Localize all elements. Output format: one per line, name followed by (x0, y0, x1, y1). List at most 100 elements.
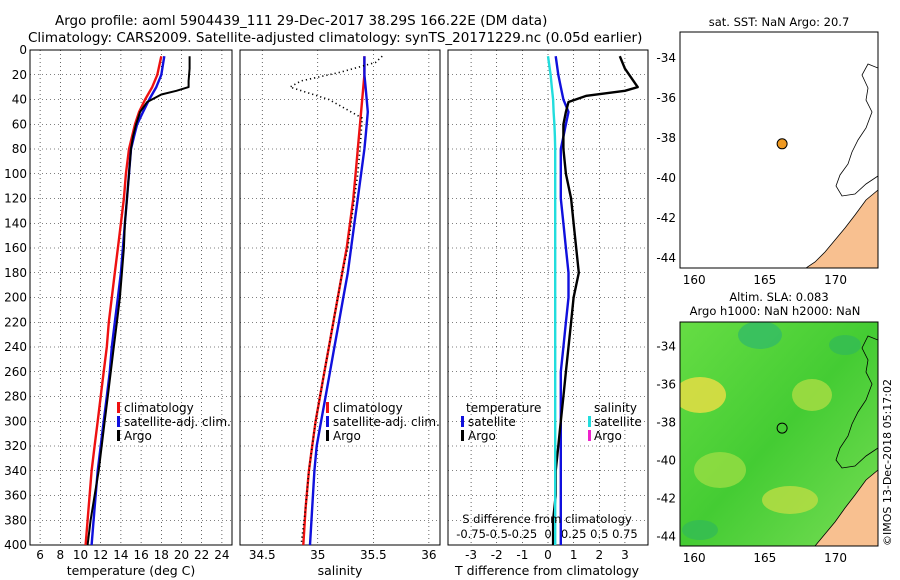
depth-tick-60: 60 (12, 117, 27, 131)
legend-swatch-temp-argo (461, 430, 464, 441)
title-line-2: Climatology: CARS2009. Satellite-adjuste… (28, 30, 642, 46)
sla-map-subtitle: Argo h1000: NaN h2000: NaN (690, 304, 861, 318)
s-diff-tick--0.5: -0.5 (485, 527, 507, 541)
s-diff-tick-0: 0 (544, 527, 551, 541)
sst-map-land (805, 63, 878, 268)
map-lat-tick--44: -44 (656, 530, 676, 544)
legend-swatch-satellite (117, 416, 120, 427)
salinity-legend: climatology satellite-adj. clim. Argo (326, 401, 440, 443)
x-tick--1: -1 (516, 548, 528, 562)
x-tick-36: 36 (421, 548, 436, 562)
sla-map-tick-labels: 160 165 170 -34 -36 -38 -40 -42 -44 (656, 340, 847, 565)
legend-climatology: climatology (333, 401, 403, 415)
difference-tick-labels: -3 -2 -1 0 1 2 3 (465, 548, 629, 562)
map-lon-tick-160: 160 (683, 273, 706, 287)
temperature-legend: climatology satellite-adj. clim. Argo (117, 401, 231, 443)
depth-tick-280: 280 (4, 390, 27, 404)
sla-mid-patch-3 (762, 486, 818, 514)
series-climatology (302, 56, 366, 546)
s-difference-label: S difference from climatology (462, 512, 632, 526)
x-tick-1: 1 (570, 548, 578, 562)
legend-climatology: climatology (124, 401, 194, 415)
map-lon-tick-170: 170 (824, 273, 847, 287)
salinity-tick-labels: 34.5 35 35.5 36 (249, 548, 437, 562)
x-tick-3: 3 (621, 548, 629, 562)
map-lat-tick--38: -38 (656, 131, 676, 145)
temperature-grid (30, 49, 232, 546)
depth-tick-200: 200 (4, 291, 27, 305)
map-lat-tick--38: -38 (656, 416, 676, 430)
x-tick--3: -3 (465, 548, 477, 562)
salinity-series (289, 55, 383, 546)
legend-sal-satellite: satellite (594, 415, 642, 429)
legend-swatch-sal-argo (588, 430, 591, 441)
depth-tick-labels: 0 20 40 60 80 100 120 140 160 180 200 220 240 260 280 3… (4, 43, 27, 552)
depth-tick-180: 180 (4, 266, 27, 280)
sla-map-field (680, 322, 878, 546)
x-tick-24: 24 (214, 548, 229, 562)
series-satellite-adj-clim- (90, 56, 166, 546)
map-lon-tick-165: 165 (753, 273, 776, 287)
sst-map-points (776, 138, 788, 150)
legend-swatch-argo (326, 430, 329, 441)
x-tick-2: 2 (595, 548, 603, 562)
sla-map-frame (679, 321, 879, 547)
series-climatology (84, 55, 163, 546)
legend-swatch-sal-satellite (588, 416, 591, 427)
depth-tick-240: 240 (4, 340, 27, 354)
map-lat-tick--42: -42 (656, 211, 676, 225)
x-tick-22: 22 (194, 548, 209, 562)
map-lon-tick-160: 160 (683, 551, 706, 565)
temperature-series (84, 55, 191, 546)
difference-xlabel: T difference from climatology (454, 563, 640, 578)
depth-tick-340: 340 (4, 464, 27, 478)
temperature-tick-labels: 6 8 10 12 14 16 18 20 22 24 (36, 548, 229, 562)
x-tick-35.5: 35.5 (360, 548, 387, 562)
temperature-xlabel: temperature (deg C) (67, 563, 196, 578)
south-island-land (814, 469, 878, 546)
x-tick-12: 12 (93, 548, 108, 562)
s-diff-tick-0.75: 0.75 (612, 527, 638, 541)
imos-watermark: ©IMOS 13-Dec-2018 05:17:02 (881, 379, 894, 546)
legend-argo: Argo (124, 429, 152, 443)
depth-tick-360: 360 (4, 489, 27, 503)
map-lat-tick--34: -34 (656, 340, 676, 354)
south-island-land (805, 189, 878, 268)
depth-tick-100: 100 (4, 167, 27, 181)
x-tick-16: 16 (133, 548, 148, 562)
map-lon-tick-170: 170 (824, 551, 847, 565)
salinity-panel: 34.5 35 35.5 36 salinity climatology satell… (239, 49, 441, 578)
difference-panel: -3 -2 -1 0 1 2 3 -0.75 -0.5 -0.25 0 0.25 0.5 0.75 T … (447, 49, 649, 578)
depth-tick-220: 220 (4, 315, 27, 329)
depth-tick-300: 300 (4, 414, 27, 428)
depth-tick-160: 160 (4, 241, 27, 255)
sla-low-patch (738, 322, 782, 349)
legend-salinity-title: salinity (594, 401, 637, 415)
depth-tick-320: 320 (4, 439, 27, 453)
sst-map-panel: sat. SST: NaN Argo: 20.7 160 165 170 -34 -36… (656, 15, 879, 287)
legend-swatch-argo (117, 430, 120, 441)
x-tick-34.5: 34.5 (249, 548, 276, 562)
difference-legend: temperature satellite Argo salinity sate… (461, 401, 642, 443)
sst-map-frame (679, 31, 879, 269)
map-lat-tick--40: -40 (656, 171, 676, 185)
x-tick-14: 14 (113, 548, 128, 562)
difference-series (546, 55, 639, 545)
x-tick-35: 35 (310, 548, 325, 562)
depth-tick-80: 80 (12, 142, 27, 156)
s-diff-tick--0.25: -0.25 (507, 527, 537, 541)
salinity-grid (240, 49, 440, 546)
legend-argo: Argo (333, 429, 361, 443)
temperature-panel: 0 20 40 60 80 100 120 140 160 180 200 220 240 260 280 3… (4, 43, 233, 578)
argo-float-marker (776, 138, 788, 150)
map-lat-tick--44: -44 (656, 251, 676, 265)
argo-float-marker (776, 422, 788, 434)
legend-temp-argo: Argo (468, 429, 496, 443)
series-temperature-satellite (554, 56, 570, 545)
map-lat-tick--36: -36 (656, 378, 676, 392)
legend-swatch-climatology (326, 402, 329, 413)
map-lat-tick--40: -40 (656, 454, 676, 468)
map-lat-tick--34: -34 (656, 51, 676, 65)
depth-tick-40: 40 (12, 93, 27, 107)
